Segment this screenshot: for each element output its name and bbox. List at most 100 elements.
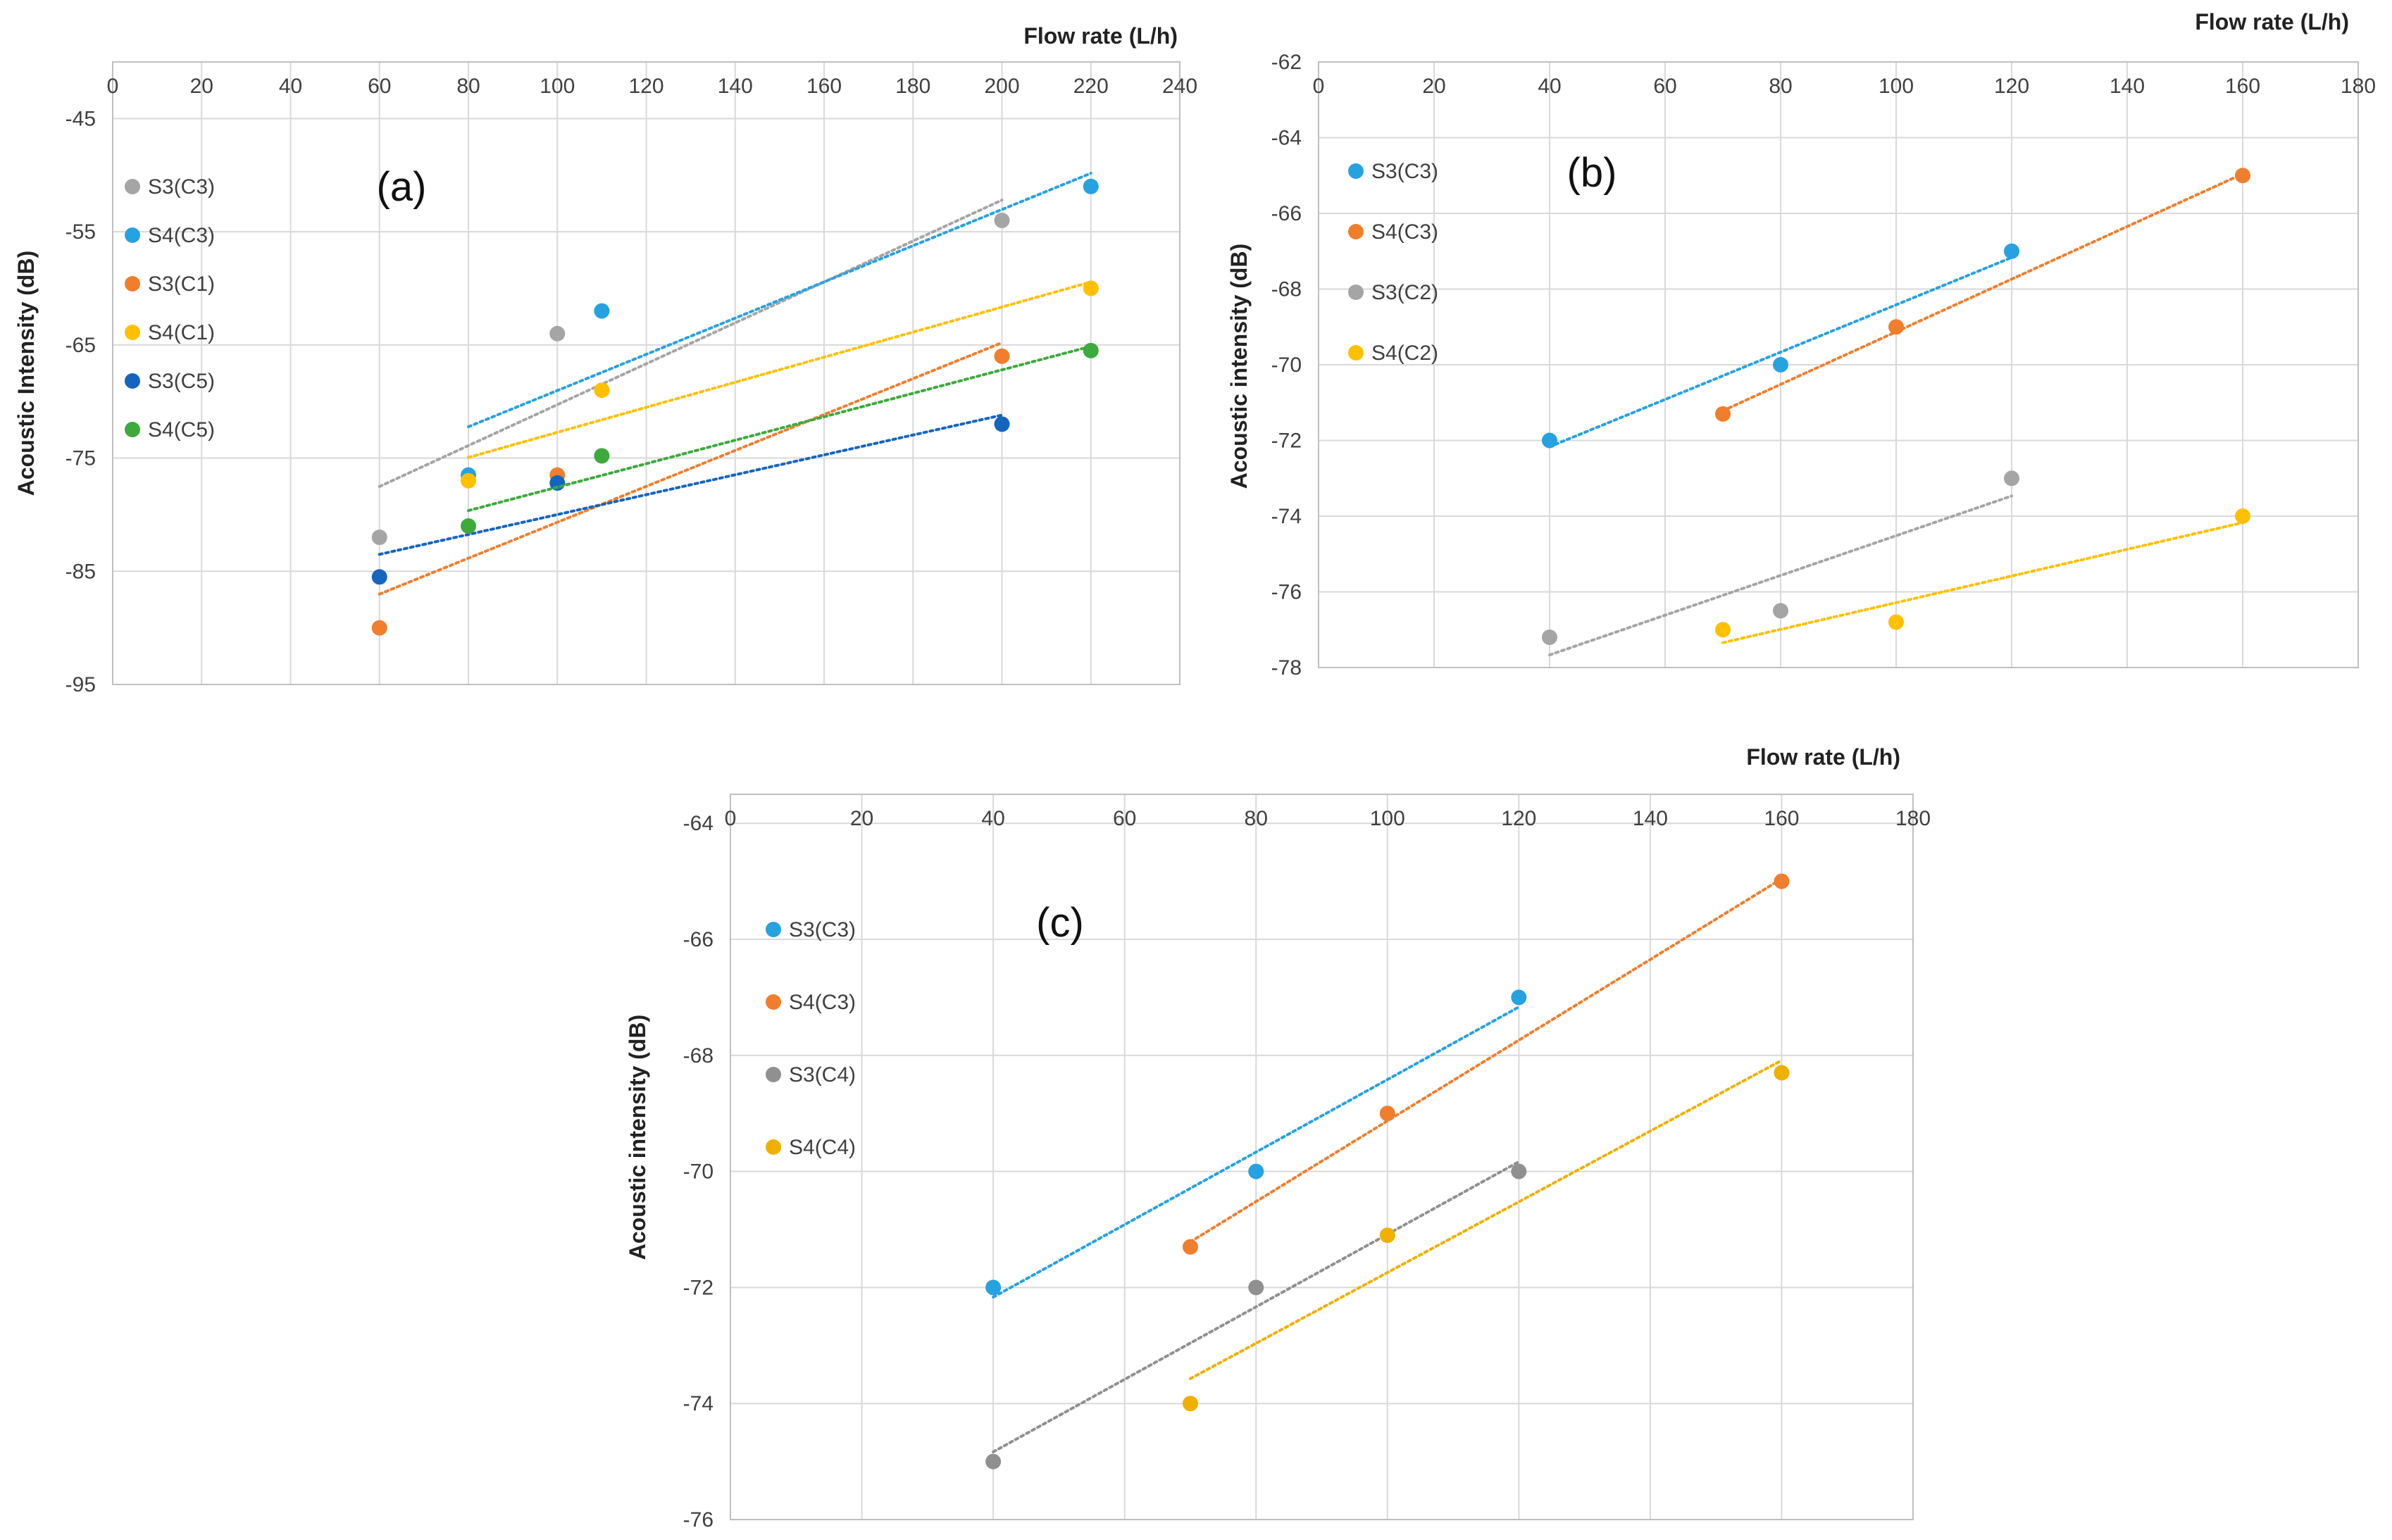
data-point — [461, 472, 476, 489]
x-tick-label: 240 — [1162, 75, 1197, 98]
x-tick-label: 80 — [456, 75, 480, 98]
data-point — [1715, 406, 1731, 422]
trendline — [1721, 521, 2244, 644]
data-point — [1774, 873, 1790, 889]
data-point — [594, 382, 610, 399]
data-point — [994, 348, 1010, 364]
x-tick-label: 100 — [1879, 75, 1914, 98]
data-point — [1888, 319, 1904, 335]
data-point — [549, 325, 566, 342]
legend-label: S4(C1) — [148, 321, 215, 344]
trendline — [1721, 172, 2244, 413]
data-point — [594, 303, 610, 319]
panel-label: (c) — [1036, 900, 1084, 946]
x-tick-label: 180 — [895, 75, 930, 98]
y-tick-label: -72 — [1271, 430, 1302, 453]
y-tick-label: -66 — [683, 928, 714, 951]
data-point — [371, 569, 387, 585]
data-point — [1379, 1227, 1395, 1244]
legend-marker — [766, 994, 781, 1010]
x-tick-label: 60 — [368, 75, 391, 98]
x-tick-label: 80 — [1245, 807, 1268, 830]
legend-label: S3(C3) — [1371, 160, 1438, 183]
legend-marker — [766, 922, 781, 937]
panel-label: (b) — [1567, 150, 1617, 196]
x-tick-label: 20 — [850, 807, 873, 830]
trendline — [992, 1006, 1521, 1299]
legend-label: S4(C3) — [148, 224, 215, 247]
y-tick-label: -74 — [683, 1392, 714, 1415]
trendline — [378, 413, 1004, 556]
legend-marker — [1348, 345, 1364, 361]
data-point — [1248, 1163, 1264, 1179]
legend-label: S3(C5) — [148, 370, 215, 393]
trendline — [467, 172, 1092, 429]
y-tick-label: -72 — [683, 1276, 714, 1299]
data-point — [1715, 622, 1731, 638]
x-tick-label: 160 — [2225, 75, 2260, 98]
legend-marker — [125, 276, 140, 292]
x-tick-label: 200 — [984, 75, 1019, 98]
x-tick-label: 40 — [279, 75, 302, 98]
data-point — [1773, 357, 1788, 373]
x-axis-title: Flow rate (L/h) — [1746, 744, 1900, 770]
data-point — [1774, 1065, 1790, 1081]
legend-label: S4(C3) — [1371, 220, 1438, 244]
y-tick-label: -78 — [1271, 656, 1302, 680]
y-tick-label: -76 — [683, 1508, 714, 1532]
data-point — [1083, 178, 1099, 194]
x-tick-label: 140 — [718, 75, 753, 98]
legend-marker — [1348, 163, 1364, 179]
trendline — [1548, 494, 2013, 657]
legend-marker — [766, 1139, 781, 1155]
legend-label: S4(C2) — [1371, 342, 1438, 365]
y-tick-label: -45 — [66, 107, 96, 130]
x-tick-label: 100 — [540, 75, 575, 98]
legend-label: S3(C1) — [148, 273, 215, 296]
legend-label: S3(C3) — [789, 918, 856, 941]
y-tick-label: -68 — [1271, 278, 1302, 301]
plot-frame — [730, 794, 1914, 1520]
legend-marker — [125, 227, 140, 243]
x-tick-label: 160 — [806, 75, 842, 98]
y-axis-title: Acoustic intensity (dB) — [1226, 244, 1252, 489]
legend-marker — [766, 1067, 781, 1082]
trendline — [378, 199, 1004, 488]
data-point — [1888, 614, 1904, 630]
x-tick-label: 20 — [1422, 75, 1445, 98]
data-point — [371, 620, 387, 636]
y-tick-label: -65 — [66, 334, 96, 357]
data-point — [985, 1453, 1002, 1470]
trendline — [992, 1160, 1521, 1453]
legend-label: S4(C4) — [789, 1136, 856, 1159]
data-point — [2004, 470, 2019, 487]
data-point — [1182, 1396, 1198, 1412]
data-point — [994, 213, 1010, 229]
data-point — [1542, 432, 1557, 449]
x-tick-label: 160 — [1764, 807, 1799, 830]
x-tick-label: 220 — [1073, 75, 1109, 98]
chart-panel-a: 0 20 40 60 80 100 120 140 160 180 200 220 240 -45 -55 -… — [13, 23, 1197, 696]
data-point — [994, 416, 1010, 432]
chart-panel-c: 0 20 40 60 80 100 120 140 160 180 -64 -66 -68 -70 -72 -… — [625, 744, 1931, 1532]
y-tick-label: -64 — [683, 812, 714, 835]
data-point — [1083, 280, 1099, 296]
y-tick-label: -70 — [683, 1160, 714, 1184]
x-tick-label: 0 — [725, 807, 737, 830]
legend-marker — [125, 325, 140, 340]
y-tick-label: -62 — [1271, 51, 1302, 74]
y-tick-label: -85 — [66, 560, 96, 583]
x-tick-label: 180 — [1895, 807, 1931, 830]
legend-marker — [125, 373, 140, 389]
data-point — [1182, 1239, 1198, 1255]
legend-marker — [1348, 284, 1364, 300]
x-tick-label: 180 — [2341, 75, 2376, 98]
legend-label: S4(C5) — [148, 418, 215, 442]
x-tick-label: 100 — [1370, 807, 1405, 830]
y-axis-title: Acoustic Intensity (dB) — [13, 251, 39, 496]
trendline — [1188, 877, 1783, 1244]
x-tick-label: 140 — [1633, 807, 1668, 830]
x-tick-label: 140 — [2110, 75, 2145, 98]
data-point — [1511, 989, 1527, 1006]
